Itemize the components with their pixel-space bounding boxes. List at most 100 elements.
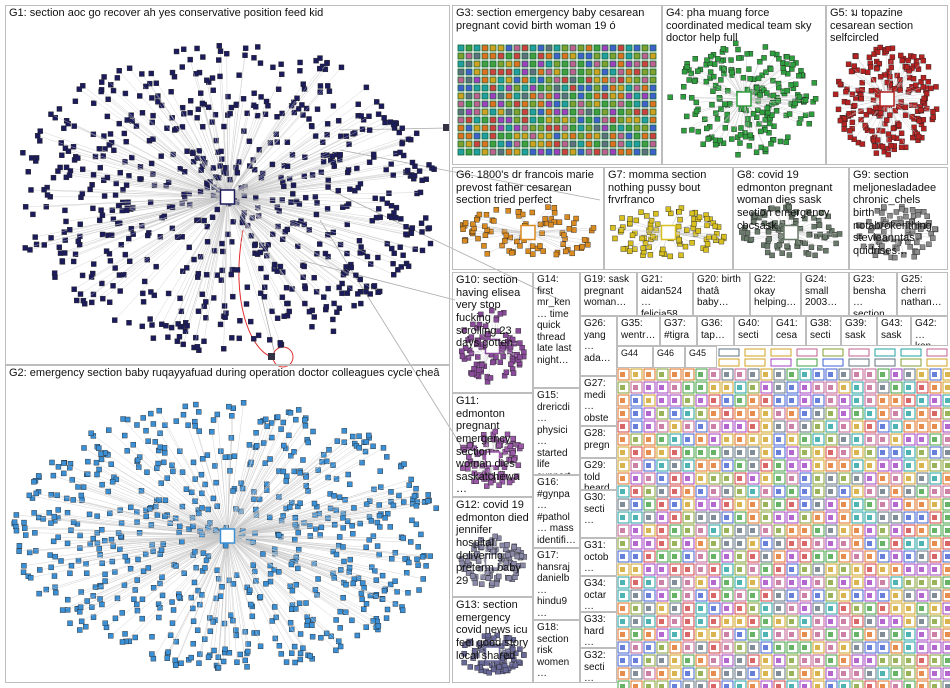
node bbox=[906, 658, 911, 663]
node bbox=[867, 541, 872, 546]
node bbox=[91, 261, 97, 267]
mini-group bbox=[747, 602, 760, 615]
node bbox=[313, 289, 320, 295]
mini-group bbox=[721, 667, 734, 680]
node bbox=[404, 167, 411, 174]
node bbox=[789, 567, 794, 572]
node bbox=[802, 411, 807, 416]
node bbox=[121, 130, 128, 137]
node bbox=[672, 541, 677, 546]
mini-group bbox=[864, 628, 877, 641]
mini-group bbox=[708, 472, 721, 485]
node bbox=[317, 89, 323, 95]
mini-group bbox=[786, 550, 799, 563]
mini-group bbox=[851, 368, 864, 381]
mini-group bbox=[851, 615, 864, 628]
node bbox=[737, 593, 742, 598]
node bbox=[828, 658, 833, 663]
edge bbox=[227, 87, 367, 198]
mini-group bbox=[825, 524, 838, 537]
node bbox=[945, 593, 950, 598]
node bbox=[620, 580, 625, 585]
node bbox=[227, 110, 233, 117]
node bbox=[672, 684, 677, 688]
mini-group bbox=[695, 381, 708, 394]
mini-group bbox=[838, 641, 851, 654]
edge bbox=[118, 70, 228, 198]
mini-group bbox=[760, 472, 773, 485]
mini-group bbox=[877, 511, 890, 524]
node bbox=[744, 358, 766, 367]
mini-group bbox=[851, 680, 864, 688]
mini-group bbox=[630, 641, 643, 654]
mini-group bbox=[799, 589, 812, 602]
node bbox=[919, 489, 924, 494]
node bbox=[802, 632, 807, 637]
node bbox=[659, 489, 664, 494]
node bbox=[776, 658, 781, 663]
node bbox=[429, 165, 435, 171]
node bbox=[52, 114, 58, 121]
node bbox=[893, 606, 898, 611]
mini-group bbox=[695, 407, 708, 420]
node bbox=[841, 515, 846, 520]
node bbox=[919, 554, 924, 559]
node bbox=[828, 684, 833, 688]
node bbox=[711, 398, 716, 403]
node bbox=[724, 580, 729, 585]
node bbox=[698, 658, 703, 663]
node bbox=[815, 424, 820, 429]
edge bbox=[54, 196, 228, 278]
node bbox=[711, 645, 716, 650]
node bbox=[750, 502, 755, 507]
mini-group bbox=[864, 615, 877, 628]
node bbox=[789, 632, 794, 637]
node bbox=[802, 398, 807, 403]
mini-group bbox=[656, 550, 669, 563]
node bbox=[698, 489, 703, 494]
node bbox=[724, 684, 729, 688]
mini-group bbox=[812, 667, 825, 680]
node bbox=[79, 272, 86, 279]
node bbox=[828, 385, 833, 390]
mini-group bbox=[812, 511, 825, 524]
mini-group bbox=[812, 433, 825, 446]
node bbox=[97, 165, 103, 171]
mini-group bbox=[630, 615, 643, 628]
node bbox=[906, 567, 911, 572]
node bbox=[867, 489, 872, 494]
node bbox=[770, 348, 792, 357]
edge bbox=[186, 196, 228, 268]
mini-group bbox=[916, 615, 929, 628]
node bbox=[880, 489, 885, 494]
mini-group bbox=[903, 641, 916, 654]
node bbox=[750, 424, 755, 429]
edge bbox=[227, 113, 231, 198]
node bbox=[646, 450, 651, 455]
mini-group bbox=[864, 485, 877, 498]
mini-group bbox=[864, 641, 877, 654]
node bbox=[945, 658, 950, 663]
node bbox=[770, 358, 792, 367]
mini-group bbox=[656, 680, 669, 688]
mini-group bbox=[942, 407, 950, 420]
node bbox=[880, 658, 885, 663]
node bbox=[195, 308, 202, 315]
mini-group bbox=[708, 576, 721, 589]
mini-group bbox=[643, 433, 656, 446]
mini-group bbox=[838, 472, 851, 485]
node bbox=[419, 247, 426, 254]
node bbox=[932, 645, 937, 650]
mini-group bbox=[721, 420, 734, 433]
node bbox=[685, 411, 690, 416]
mini-group bbox=[656, 381, 669, 394]
mini-group bbox=[851, 485, 864, 498]
node bbox=[80, 83, 86, 89]
node bbox=[802, 541, 807, 546]
mini-group bbox=[734, 576, 747, 589]
node bbox=[633, 554, 638, 559]
node bbox=[255, 44, 261, 50]
node bbox=[698, 502, 703, 507]
node bbox=[789, 671, 794, 676]
node bbox=[854, 450, 859, 455]
